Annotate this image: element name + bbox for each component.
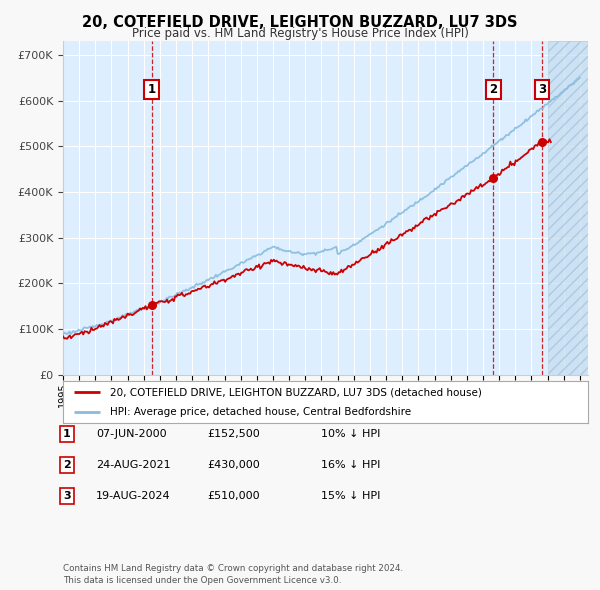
- Text: 16% ↓ HPI: 16% ↓ HPI: [321, 460, 380, 470]
- Text: Price paid vs. HM Land Registry's House Price Index (HPI): Price paid vs. HM Land Registry's House …: [131, 27, 469, 40]
- Text: 3: 3: [538, 83, 546, 96]
- Text: 1: 1: [63, 429, 71, 438]
- Text: 15% ↓ HPI: 15% ↓ HPI: [321, 491, 380, 501]
- Text: 10% ↓ HPI: 10% ↓ HPI: [321, 429, 380, 438]
- Text: 20, COTEFIELD DRIVE, LEIGHTON BUZZARD, LU7 3DS: 20, COTEFIELD DRIVE, LEIGHTON BUZZARD, L…: [82, 15, 518, 30]
- Text: 3: 3: [63, 491, 71, 501]
- Text: 2: 2: [63, 460, 71, 470]
- Text: Contains HM Land Registry data © Crown copyright and database right 2024.
This d: Contains HM Land Registry data © Crown c…: [63, 565, 403, 585]
- Text: 2: 2: [490, 83, 497, 96]
- Text: 1: 1: [148, 83, 156, 96]
- Text: 24-AUG-2021: 24-AUG-2021: [96, 460, 170, 470]
- Text: 19-AUG-2024: 19-AUG-2024: [96, 491, 170, 501]
- Text: 20, COTEFIELD DRIVE, LEIGHTON BUZZARD, LU7 3DS (detached house): 20, COTEFIELD DRIVE, LEIGHTON BUZZARD, L…: [110, 387, 482, 397]
- Text: £152,500: £152,500: [207, 429, 260, 438]
- Text: HPI: Average price, detached house, Central Bedfordshire: HPI: Average price, detached house, Cent…: [110, 407, 412, 417]
- Text: 07-JUN-2000: 07-JUN-2000: [96, 429, 167, 438]
- Text: £430,000: £430,000: [207, 460, 260, 470]
- Text: £510,000: £510,000: [207, 491, 260, 501]
- Bar: [548, 41, 588, 375]
